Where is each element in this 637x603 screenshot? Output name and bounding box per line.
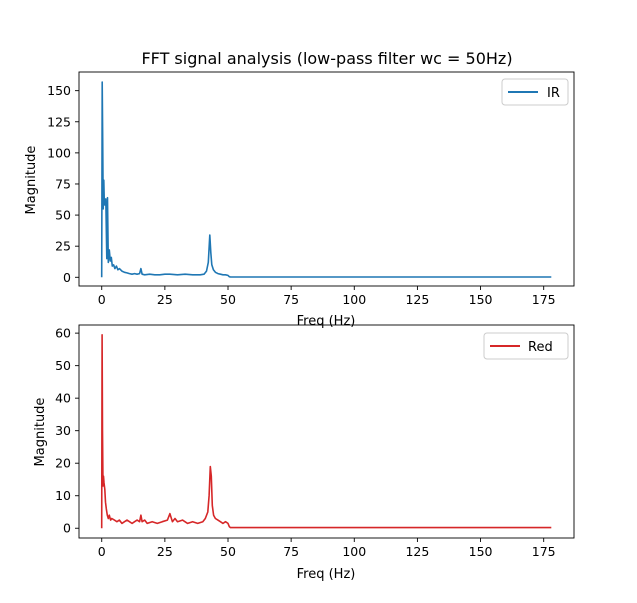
ir-x-tick-label: 25 bbox=[157, 292, 173, 307]
red-y-tick-label: 30 bbox=[55, 423, 71, 438]
ir-y-tick-label: 25 bbox=[55, 239, 71, 254]
red-x-tick-label: 150 bbox=[469, 544, 493, 559]
ir-y-tick-label: 50 bbox=[55, 208, 71, 223]
ir-legend-label: IR bbox=[547, 86, 560, 101]
red-legend-box bbox=[483, 332, 569, 360]
ir-x-tick-label: 50 bbox=[220, 292, 236, 307]
red-y-tick-label: 50 bbox=[55, 358, 71, 373]
ir-y-tick-label: 0 bbox=[63, 270, 71, 285]
chart-title: FFT signal analysis (low-pass filter wc … bbox=[141, 49, 512, 68]
red-x-tick-label: 175 bbox=[532, 544, 556, 559]
red-y-axis-label: Magnitude bbox=[33, 398, 48, 467]
ir-x-tick-label: 150 bbox=[469, 292, 493, 307]
ir-plot-area: 0 25 50 75 100 125 150 175 0 25 50 75 100 125 150 bbox=[47, 81, 556, 307]
ir-x-tick-label: 100 bbox=[342, 292, 366, 307]
ir-y-tick-label: 150 bbox=[47, 83, 71, 98]
red-axes-frame bbox=[78, 324, 575, 539]
top-subplot: 0 25 50 75 100 125 150 175 0 25 50 75 100 125 150 Freq… bbox=[24, 71, 575, 329]
red-x-tick-label: 50 bbox=[220, 544, 236, 559]
red-x-axis-label: Freq (Hz) bbox=[297, 567, 356, 582]
red-x-tick-label: 125 bbox=[405, 544, 429, 559]
red-y-tick-label: 40 bbox=[55, 391, 71, 406]
ir-x-axis-label: Freq (Hz) bbox=[297, 314, 356, 329]
red-y-tick-label: 0 bbox=[63, 521, 71, 536]
ir-legend: IR bbox=[501, 78, 569, 106]
bottom-subplot: 0 25 50 75 100 125 150 175 0 10 20 30 40 50 60 Freq (H… bbox=[33, 324, 575, 582]
ir-x-tick-label: 75 bbox=[283, 292, 299, 307]
red-legend: Red bbox=[483, 332, 569, 360]
red-series-line-0 bbox=[100, 333, 552, 529]
ir-y-tick-label: 100 bbox=[47, 145, 71, 160]
red-legend-label: Red bbox=[528, 340, 553, 355]
ir-x-tick-label: 125 bbox=[405, 292, 429, 307]
ir-y-tick-label: 125 bbox=[47, 114, 71, 129]
red-y-tick-label: 60 bbox=[55, 326, 71, 341]
red-plot-area: 0 25 50 75 100 125 150 175 0 10 20 30 40 50 60 bbox=[55, 326, 556, 559]
red-x-tick-label: 100 bbox=[342, 544, 366, 559]
red-x-tick-label: 0 bbox=[98, 544, 106, 559]
ir-x-tick-label: 175 bbox=[532, 292, 556, 307]
red-x-tick-label: 25 bbox=[157, 544, 173, 559]
red-y-tick-label: 10 bbox=[55, 488, 71, 503]
red-y-tick-label: 20 bbox=[55, 456, 71, 471]
ir-x-tick-label: 0 bbox=[98, 292, 106, 307]
red-x-tick-label: 75 bbox=[283, 544, 299, 559]
ir-axes-frame bbox=[78, 71, 575, 287]
ir-series-line-0 bbox=[100, 81, 552, 278]
ir-y-axis-label: Magnitude bbox=[24, 146, 39, 215]
ir-y-tick-label: 75 bbox=[55, 176, 71, 191]
